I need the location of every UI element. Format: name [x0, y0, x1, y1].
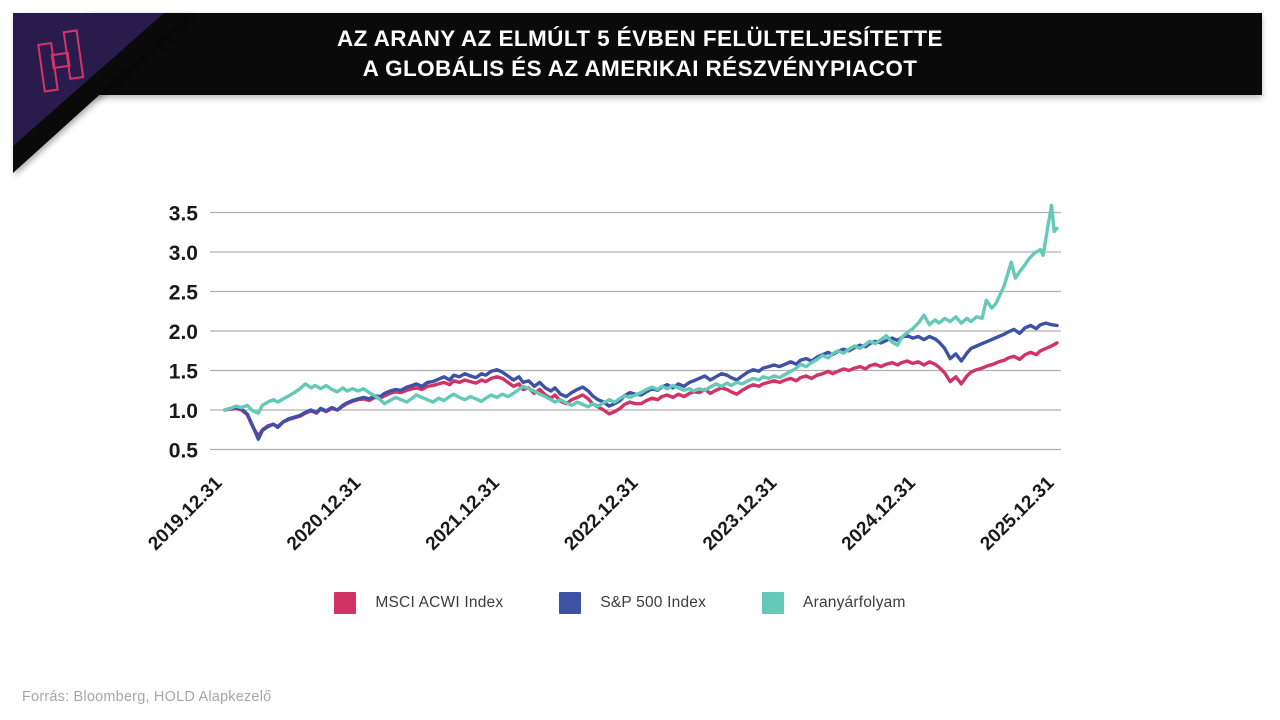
chart-x-axis-labels: 2019.12.31 2020.12.31 2021.12.31 2022.12.31…	[144, 472, 1058, 554]
legend-label-gold: Aranyárfolyam	[803, 594, 906, 611]
y-tick-label: 1.5	[169, 361, 199, 384]
chart-legend: MSCI ACWI Index S&P 500 Index Aranyárfol…	[0, 592, 1240, 614]
chart-gridlines	[210, 211, 1061, 451]
legend-swatch-gold	[762, 592, 785, 614]
y-tick-label: 1.0	[169, 400, 198, 423]
x-tick-label: 2019.12.31	[144, 472, 226, 554]
x-tick-label: 2022.12.31	[560, 472, 642, 554]
y-tick-label: 3.5	[169, 203, 199, 226]
legend-swatch-sp500	[559, 592, 582, 614]
series-line-s-p-500-index	[223, 321, 1059, 441]
hold-logo	[13, 13, 190, 173]
y-tick-label: 2.0	[169, 321, 198, 344]
h-crossbar	[50, 51, 71, 70]
chart-title-line1: AZ ARANY AZ ELMÚLT 5 ÉVBEN FELÜLTELJESÍT…	[337, 26, 943, 51]
x-tick-label: 2023.12.31	[699, 472, 781, 554]
legend-item-gold: Aranyárfolyam	[762, 592, 906, 614]
chart-series-lines	[223, 203, 1059, 441]
legend-item-msci-acwi: MSCI ACWI Index	[334, 592, 503, 614]
x-tick-label: 2020.12.31	[283, 472, 365, 554]
x-tick-label: 2021.12.31	[422, 472, 504, 554]
legend-item-sp500: S&P 500 Index	[559, 592, 706, 614]
series-line-arany-rfolyam	[223, 203, 1059, 415]
x-tick-label: 2024.12.31	[838, 472, 920, 554]
legend-label-sp500: S&P 500 Index	[600, 594, 707, 611]
legend-swatch-msci-acwi	[334, 592, 357, 614]
chart-y-axis-labels: 3.5 3.0 2.5 2.0 1.5 1.0 0.5	[169, 203, 199, 463]
y-tick-label: 3.0	[169, 242, 198, 265]
title-banner: AZ ARANY AZ ELMÚLT 5 ÉVBEN FELÜLTELJESÍT…	[88, 13, 1262, 95]
legend-label-msci-acwi: MSCI ACWI Index	[375, 594, 504, 611]
y-tick-label: 0.5	[169, 440, 199, 463]
hold-h-icon	[37, 29, 85, 93]
source-note: Forrás: Bloomberg, HOLD Alapkezelő	[22, 689, 272, 705]
y-tick-label: 2.5	[169, 282, 199, 305]
x-tick-label: 2025.12.31	[976, 472, 1058, 554]
chart-title-line2: A GLOBÁLIS ÉS AZ AMERIKAI RÉSZVÉNYPIACOT	[362, 56, 918, 81]
